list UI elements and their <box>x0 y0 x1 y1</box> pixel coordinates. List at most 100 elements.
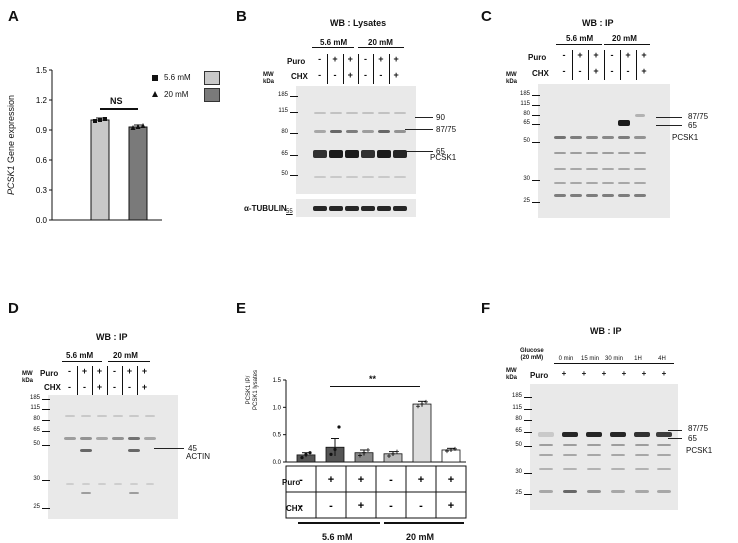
blot-band <box>554 194 566 197</box>
panel-c-band-label: PCSK1 <box>672 133 699 142</box>
panel-b-arrow-label-8775: 87/75 <box>436 125 457 134</box>
sign-cell: + <box>96 366 103 376</box>
sign-grid-divider <box>122 366 123 396</box>
panel-d-group-1: 5.6 mM <box>66 351 94 360</box>
sign-cell: - <box>364 70 368 80</box>
blot-band <box>346 176 358 178</box>
panel-e-group-line-1 <box>298 522 380 524</box>
blot-band <box>586 432 602 437</box>
sign-cell: + <box>625 50 631 60</box>
mw-tick <box>42 445 50 446</box>
blot-band <box>610 432 626 437</box>
table-cell: - <box>389 500 393 512</box>
blot-band <box>346 112 358 114</box>
sign-grid-divider <box>342 54 344 84</box>
mw-tick <box>532 202 540 203</box>
mw-marker: 80 <box>281 129 288 135</box>
sign-cell: + <box>581 369 587 378</box>
sign-cell: - <box>128 382 131 392</box>
bar <box>128 126 148 221</box>
blot-band <box>563 468 577 470</box>
blot-band <box>314 176 326 178</box>
table-cell: - <box>329 500 333 512</box>
panel-d-blot-svg <box>64 415 156 494</box>
sign-cell: - <box>578 66 582 76</box>
table-cell: + <box>418 474 424 486</box>
blot-band <box>330 176 342 178</box>
y-tick-label: 1.0 <box>273 405 282 411</box>
panel-f-row-label: Puro <box>530 371 549 380</box>
sign-cell: + <box>347 70 353 80</box>
panel-a-sig-line <box>100 108 138 110</box>
panel-d-arrow-label-45: 45 <box>188 444 197 453</box>
sign-grid-divider <box>588 50 589 80</box>
panel-letter-a: A <box>8 8 19 25</box>
blot-band <box>587 454 601 456</box>
blot-band <box>146 483 154 485</box>
blot-band <box>98 483 106 485</box>
bar <box>412 403 432 463</box>
sign-cell: + <box>641 369 647 378</box>
panel-b-mw-header: MW kDa <box>263 72 274 86</box>
blot-band <box>554 152 566 154</box>
blot-band <box>81 415 91 417</box>
data-point <box>358 453 362 458</box>
panel-e-group-2: 20 mM <box>406 532 435 542</box>
blot-band <box>97 415 107 417</box>
mw-tick <box>42 420 50 421</box>
blot-band <box>634 136 646 139</box>
panel-c-sign-grid: - + + - + + - - + - - + <box>556 50 652 82</box>
sign-cell: + <box>378 54 384 64</box>
mw-marker: 115 <box>30 405 40 411</box>
mw-tick <box>524 432 532 433</box>
panel-b-group-1: 5.6 mM <box>320 38 348 47</box>
panel-b-row2-label: CHX <box>291 72 308 81</box>
sign-cell: - <box>113 382 116 392</box>
mw-marker: 115 <box>278 108 288 114</box>
data-point <box>391 451 395 456</box>
blot-band <box>378 130 390 133</box>
y-tick-label: 0.0 <box>36 216 48 225</box>
blot-band <box>144 437 156 440</box>
blot-band <box>635 114 645 117</box>
panel-d-sign-grid: - + + - + + - - + - - + <box>62 366 152 398</box>
blot-band <box>635 468 649 470</box>
blot-band <box>611 444 625 446</box>
data-point <box>103 117 107 121</box>
blot-band <box>570 136 582 139</box>
panel-b-arrow-label-90: 90 <box>436 113 445 122</box>
time-label: 0 min <box>554 356 578 364</box>
blot-band <box>611 468 625 470</box>
panel-e-sig: ** <box>369 374 377 384</box>
blot-band <box>362 176 374 178</box>
sign-grid-divider <box>137 366 138 396</box>
panel-b-blot-svg <box>313 112 407 178</box>
mw-marker: 115 <box>512 405 522 411</box>
sign-cell: + <box>141 382 148 392</box>
blot-band <box>602 168 614 170</box>
panel-letter-f: F <box>481 300 491 317</box>
blot-band <box>657 444 671 446</box>
glucose-conc: (20 mM) <box>520 355 544 361</box>
panel-c-blot-svg <box>554 114 646 197</box>
panel-letter-b: B <box>236 8 247 25</box>
panel-b-group-2: 20 mM <box>368 38 393 47</box>
panel-f-blot <box>530 384 678 510</box>
mw-marker: 50 <box>515 442 522 448</box>
blot-band <box>80 449 92 452</box>
y-tick-label: 1.2 <box>36 96 48 105</box>
blot-band <box>314 130 326 133</box>
blot-band <box>330 130 342 133</box>
panel-b-arrow-90 <box>415 117 433 118</box>
sign-cell: - <box>113 366 116 376</box>
mw-marker: 115 <box>520 101 530 107</box>
blot-band <box>587 444 601 446</box>
data-point <box>395 449 399 454</box>
data-point <box>98 118 102 122</box>
blot-band <box>602 152 614 154</box>
y-tick-label: 0.9 <box>36 126 48 135</box>
sign-cell: - <box>68 366 71 376</box>
sign-grid-divider <box>327 54 329 84</box>
blot-band <box>634 194 646 197</box>
mw-marker: 185 <box>29 395 40 401</box>
